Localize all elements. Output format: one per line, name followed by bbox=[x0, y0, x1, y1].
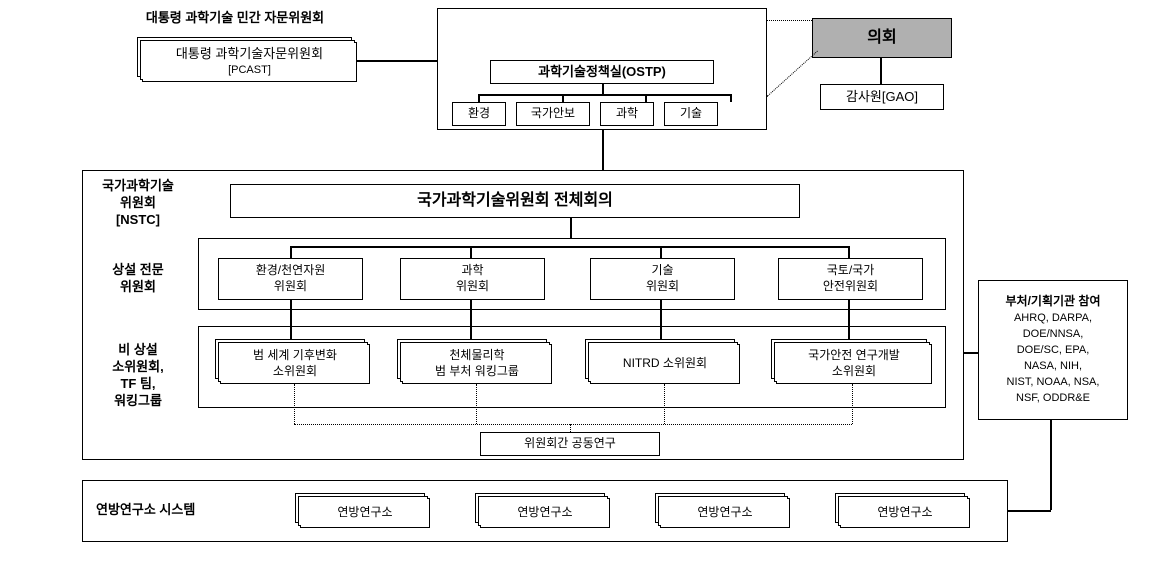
t: 국가안전 연구개발 소위원회 bbox=[777, 345, 931, 383]
t: 국가과학기술 bbox=[88, 178, 188, 195]
lab-3: 연방연구소 bbox=[660, 498, 790, 528]
ostp-box: 과학기술정책실(OSTP) bbox=[490, 60, 714, 84]
t: 비 상설 bbox=[88, 342, 188, 359]
nstc-side-nonperm: 비 상설 소위원회, TF 팀, 워킹그룹 bbox=[88, 342, 188, 410]
subcommittee-4: 국가안전 연구개발 소위원회 bbox=[776, 344, 932, 384]
connector bbox=[357, 60, 437, 62]
connector bbox=[478, 94, 480, 102]
connector bbox=[660, 300, 662, 344]
agencies-box: 부처/기획기관 참여 AHRQ, DARPA, DOE/NNSA, DOE/SC… bbox=[978, 280, 1128, 420]
t: 소위원회, bbox=[88, 359, 188, 376]
subcommittee-1: 범 세계 기후변화 소위원회 bbox=[220, 344, 370, 384]
connector bbox=[290, 246, 850, 248]
t: TF 팀, bbox=[88, 376, 188, 393]
committee-2: 과학 위원회 bbox=[400, 258, 545, 300]
federal-lab-system-label: 연방연구소 시스템 bbox=[96, 502, 266, 519]
t: NITRD 소위원회 bbox=[591, 345, 739, 383]
lab-4: 연방연구소 bbox=[840, 498, 970, 528]
dept-security: 국가안보 bbox=[516, 102, 590, 126]
t: 연방연구소 bbox=[841, 499, 969, 527]
connector bbox=[730, 94, 732, 102]
t: 연방연구소 bbox=[481, 499, 609, 527]
lab-2: 연방연구소 bbox=[480, 498, 610, 528]
pcast-sub: [PCAST] bbox=[228, 63, 271, 77]
connector bbox=[478, 94, 732, 96]
dept-science: 과학 bbox=[600, 102, 654, 126]
connector-dotted bbox=[664, 384, 665, 424]
connector bbox=[470, 300, 472, 344]
t: 범 세계 기후변화 소위원회 bbox=[221, 345, 369, 383]
connector bbox=[290, 246, 292, 258]
dept-tech: 기술 bbox=[664, 102, 718, 126]
committee-4: 국토/국가 안전위원회 bbox=[778, 258, 923, 300]
connector bbox=[570, 218, 572, 238]
connector-dotted bbox=[294, 424, 852, 425]
connector bbox=[645, 94, 647, 102]
connector bbox=[602, 84, 604, 94]
nstc-side-title: 국가과학기술 위원회 [NSTC] bbox=[88, 178, 188, 229]
connector-dotted bbox=[767, 20, 812, 21]
connector bbox=[1008, 510, 1051, 512]
connector bbox=[290, 300, 292, 344]
subcommittee-3: NITRD 소위원회 bbox=[590, 344, 740, 384]
connector bbox=[660, 246, 662, 258]
agencies-title: 부처/기획기관 참여 bbox=[1006, 293, 1101, 310]
t: 위원회 bbox=[88, 279, 188, 296]
advisory-label: 대통령 과학기술 민간 자문위원회 bbox=[110, 10, 360, 27]
agencies-list: AHRQ, DARPA, DOE/NNSA, DOE/SC, EPA, NASA… bbox=[1007, 311, 1100, 407]
nstc-side-perm: 상설 전문 위원회 bbox=[88, 262, 188, 296]
congress-box: 의회 bbox=[812, 18, 952, 58]
connector bbox=[848, 300, 850, 344]
connector bbox=[880, 58, 882, 84]
connector bbox=[470, 246, 472, 258]
lab-1: 연방연구소 bbox=[300, 498, 430, 528]
connector bbox=[848, 246, 850, 258]
t: [NSTC] bbox=[88, 212, 188, 229]
connector-dotted bbox=[294, 384, 295, 424]
t: 워킹그룹 bbox=[88, 393, 188, 410]
t: 천체물리학 범 부처 워킹그룹 bbox=[403, 345, 551, 383]
connector bbox=[562, 94, 564, 102]
connector-dotted bbox=[852, 384, 853, 424]
t: 상설 전문 bbox=[88, 262, 188, 279]
committee-3: 기술 위원회 bbox=[590, 258, 735, 300]
t: 위원회 bbox=[88, 195, 188, 212]
connector-dotted bbox=[767, 51, 818, 97]
joint-research-box: 위원회간 공동연구 bbox=[480, 432, 660, 456]
t: 연방연구소 bbox=[301, 499, 429, 527]
plenary-box: 국가과학기술위원회 전체회의 bbox=[230, 184, 800, 218]
dept-env: 환경 bbox=[452, 102, 506, 126]
subcommittee-2: 천체물리학 범 부처 워킹그룹 bbox=[402, 344, 552, 384]
committee-1: 환경/천연자원 위원회 bbox=[218, 258, 363, 300]
pcast-title: 대통령 과학기술자문위원회 bbox=[176, 46, 323, 63]
connector bbox=[1050, 420, 1052, 510]
gao-box: 감사원[GAO] bbox=[820, 84, 944, 110]
pcast-box: 대통령 과학기술자문위원회 [PCAST] bbox=[142, 42, 357, 82]
connector bbox=[964, 352, 978, 354]
connector-dotted bbox=[476, 384, 477, 424]
t: 연방연구소 bbox=[661, 499, 789, 527]
